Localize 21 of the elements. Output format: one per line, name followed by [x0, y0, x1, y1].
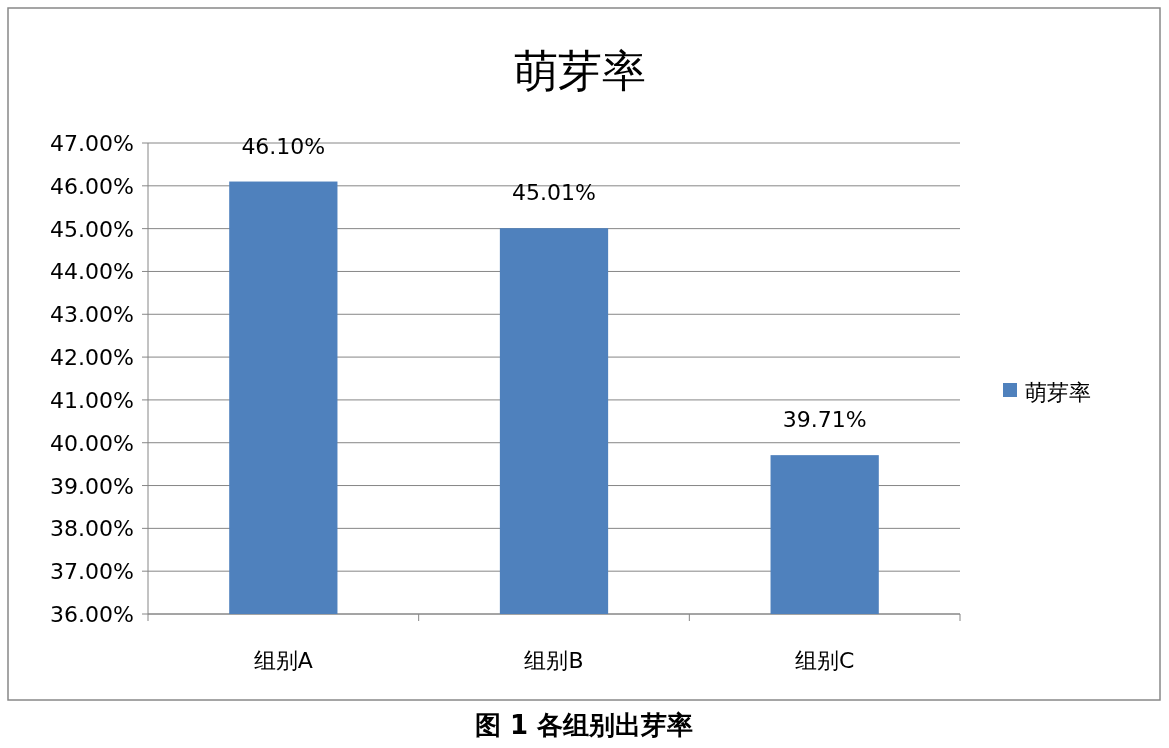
legend-label: 萌芽率 [1025, 380, 1091, 405]
y-tick-label: 43.00% [50, 302, 134, 328]
x-tick-label: 组别A [253, 648, 313, 673]
caption: 图 1 各组别出芽率 [474, 710, 694, 740]
y-tick-label: 47.00% [50, 131, 134, 156]
x-tick-label: 组别B [524, 648, 584, 673]
y-tick-label: 44.00% [50, 259, 134, 285]
data-label: 39.71% [782, 407, 867, 433]
y-tick-label: 42.00% [50, 345, 134, 371]
y-tick-label: 46.00% [50, 173, 134, 199]
y-tick-label: 39.00% [50, 473, 134, 499]
y-tick-label: 38.00% [50, 516, 134, 542]
chart-title: 萌芽率 [514, 45, 646, 96]
y-tick-label: 41.00% [50, 387, 134, 413]
y-tick-label: 36.00% [50, 602, 134, 627]
y-tick-label: 45.00% [50, 216, 134, 242]
y-tick-label: 40.00% [50, 430, 134, 456]
x-tick-label: 组别C [794, 648, 855, 673]
y-tick-label: 37.00% [50, 559, 134, 585]
data-label: 46.10% [241, 133, 326, 159]
data-label: 45.01% [512, 180, 596, 206]
